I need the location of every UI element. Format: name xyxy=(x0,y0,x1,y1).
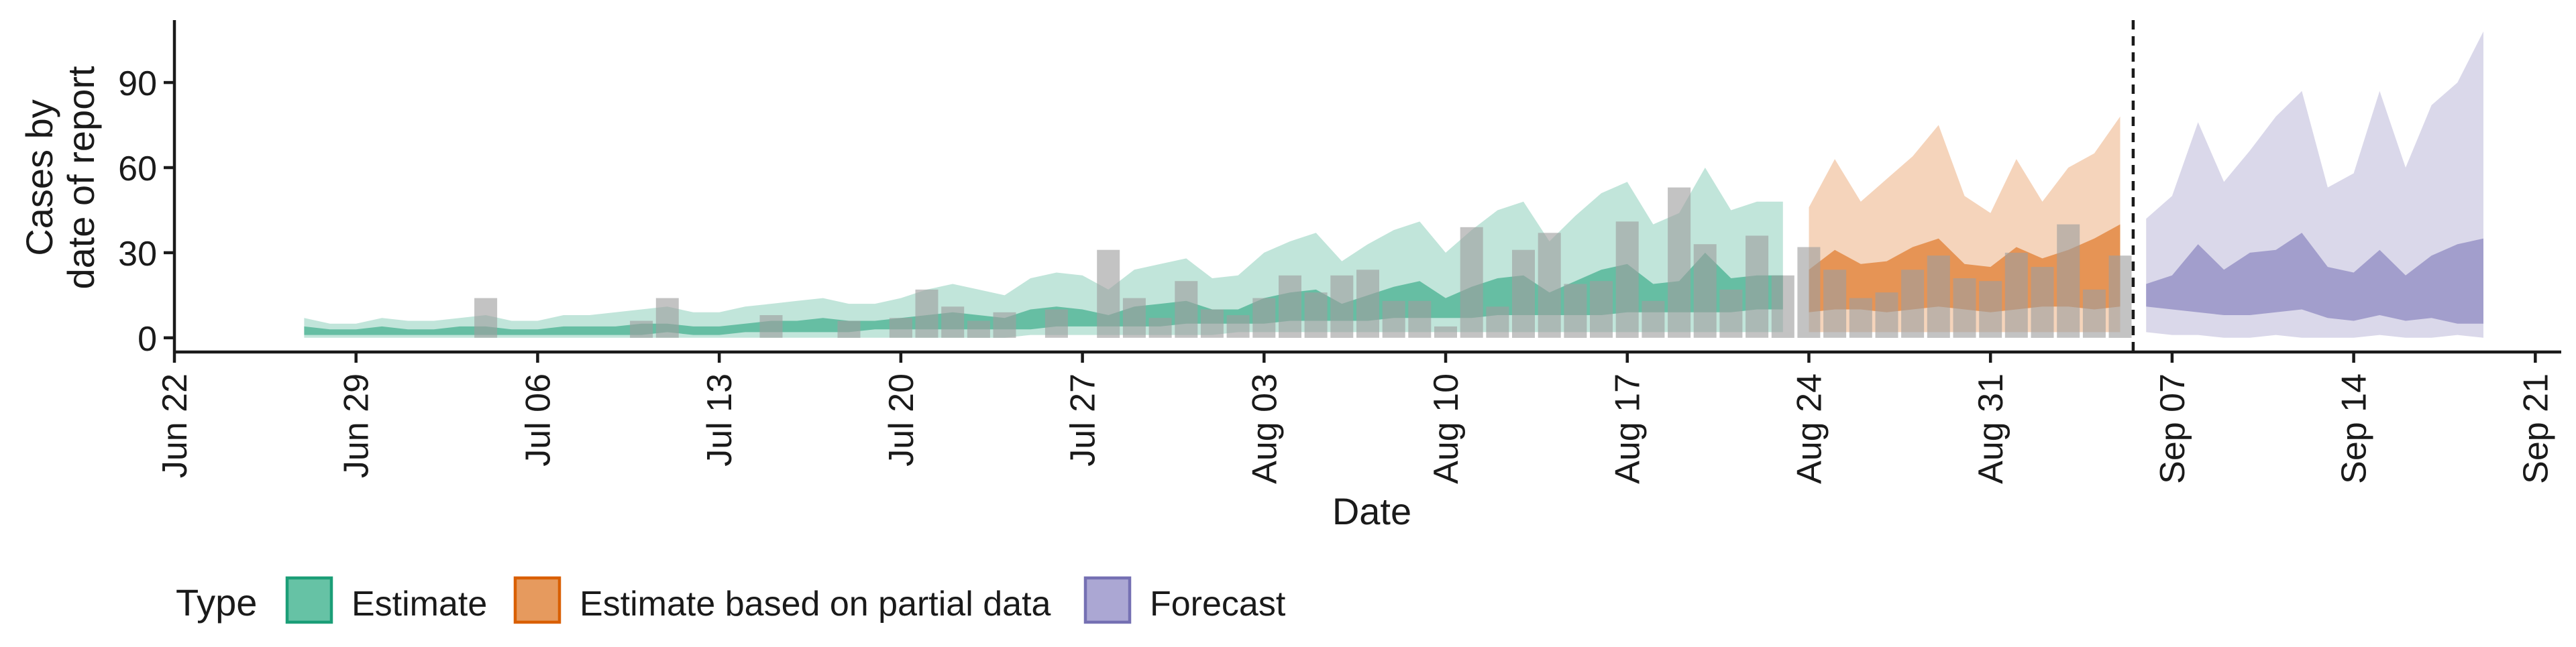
observed-bar xyxy=(1434,326,1457,338)
observed-bar xyxy=(2108,255,2132,338)
x-tick-label: Aug 03 xyxy=(1245,373,1284,484)
y-axis-title-line-1: Cases by xyxy=(18,99,60,255)
x-tick-label: Sep 14 xyxy=(2335,373,2374,484)
observed-bar xyxy=(1097,249,1120,338)
legend-label: Estimate xyxy=(352,585,487,624)
observed-bar xyxy=(1382,300,1405,338)
observed-bar xyxy=(1927,255,1950,338)
y-tick-label: 90 xyxy=(118,64,157,103)
x-tick-label: Jul 13 xyxy=(700,373,739,467)
x-tick-label: Jun 22 xyxy=(156,373,195,478)
observed-bar xyxy=(1460,227,1483,338)
observed-bar xyxy=(1330,275,1354,338)
observed-bar xyxy=(1564,284,1587,338)
observed-bar xyxy=(1615,221,1639,338)
observed-bar xyxy=(1512,249,1535,338)
observed-bar xyxy=(1226,315,1250,338)
x-tick-label: Jul 27 xyxy=(1064,373,1103,467)
x-tick-label: Sep 07 xyxy=(2153,373,2192,484)
legend-label: Forecast xyxy=(1150,585,1286,624)
ribbon-layer xyxy=(304,31,2483,338)
observed-bar xyxy=(1823,270,1847,338)
x-tick-label: Aug 10 xyxy=(1427,373,1466,484)
observed-bar xyxy=(1486,306,1509,338)
observed-bar xyxy=(1953,278,1976,338)
observed-bar xyxy=(1148,318,1172,338)
observed-bar xyxy=(967,320,990,338)
observed-bar xyxy=(915,289,938,338)
x-axis-title: Date xyxy=(1332,490,1411,532)
observed-bar xyxy=(2031,267,2054,338)
observed-bar xyxy=(1279,275,1301,338)
y-tick-label: 60 xyxy=(118,150,157,188)
observed-bar xyxy=(1356,270,1379,338)
observed-bar xyxy=(1979,281,2002,338)
observed-bar-layer xyxy=(474,187,2132,338)
observed-bar xyxy=(1538,233,1561,338)
y-tick-label: 0 xyxy=(138,320,157,359)
observed-bar xyxy=(1175,281,1198,338)
observed-bar xyxy=(993,312,1016,338)
observed-bar xyxy=(889,318,912,338)
observed-bar xyxy=(1642,300,1665,338)
observed-bar xyxy=(1304,292,1328,338)
observed-bar xyxy=(1875,292,1898,338)
legend-swatch xyxy=(1083,576,1132,624)
observed-bar xyxy=(1693,244,1717,338)
observed-bar xyxy=(2057,224,2080,338)
observed-bar xyxy=(655,298,679,338)
legend-swatch xyxy=(513,576,561,624)
observed-bar xyxy=(630,320,653,338)
x-tick-label: Aug 31 xyxy=(1972,373,2010,484)
observed-bar xyxy=(1668,187,1691,338)
observed-bar xyxy=(941,306,965,338)
x-tick-label: Jul 06 xyxy=(519,373,557,467)
x-tick-label: Aug 17 xyxy=(1609,373,1648,484)
axes-layer: 0 30 60 90 Jun 22 Jun 29 Jul 06 Jul 13 Jul 20 Jul… xyxy=(118,20,2561,484)
ribbon-90-series-2 xyxy=(2146,31,2483,338)
y-axis-title: Cases by date of report xyxy=(18,66,102,290)
observed-bar xyxy=(2082,289,2106,338)
observed-bar xyxy=(1771,275,1794,338)
observed-bar xyxy=(1746,235,1769,338)
y-tick-label: 30 xyxy=(118,235,157,274)
observed-bar xyxy=(1590,281,1613,338)
x-tick-label: Aug 24 xyxy=(1790,373,1829,484)
x-tick-label: Jun 29 xyxy=(337,373,376,478)
observed-bar xyxy=(1044,309,1068,338)
x-tick-label: Sep 21 xyxy=(2516,373,2555,484)
observed-bar xyxy=(1901,270,1925,338)
legend-label: Estimate based on partial data xyxy=(580,585,1051,624)
observed-bar xyxy=(1719,289,1743,338)
observed-bar xyxy=(474,298,498,338)
legend-swatch xyxy=(285,576,333,624)
observed-bar xyxy=(759,315,783,338)
observed-bar xyxy=(837,320,861,338)
ribbon-50-series-2 xyxy=(2146,233,2483,324)
observed-bar xyxy=(1200,309,1224,338)
y-axis-title-line-2: date of report xyxy=(60,66,102,290)
legend: Type Estimate Estimate based on partial d… xyxy=(176,576,1286,624)
observed-bar xyxy=(1797,247,1821,338)
observed-bar xyxy=(1252,298,1276,338)
observed-bar xyxy=(1849,298,1872,338)
observed-bar xyxy=(1122,298,1146,338)
legend-title: Type xyxy=(176,581,257,624)
x-tick-label: Jul 20 xyxy=(882,373,921,467)
observed-bar xyxy=(1408,300,1432,338)
observed-bar xyxy=(2004,252,2028,338)
